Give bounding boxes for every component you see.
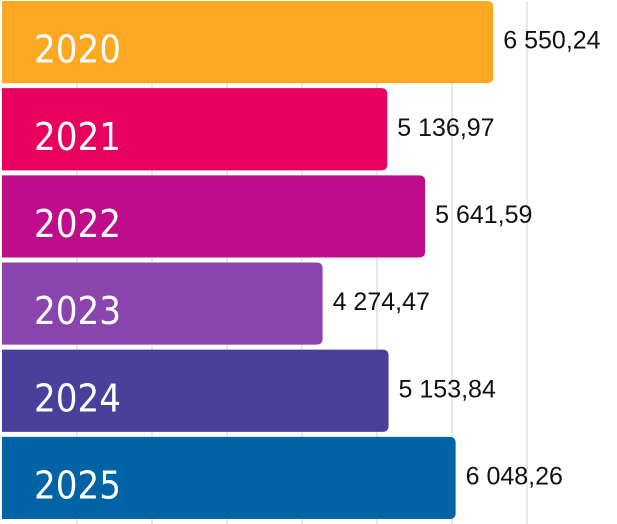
category-label: 2022 [34,202,121,246]
value-label: 4 274,47 [333,288,430,316]
value-label: 5 136,97 [397,114,494,142]
category-label: 2020 [34,28,121,72]
bar [2,436,456,519]
bar [2,175,426,258]
value-label: 5 153,84 [399,375,496,403]
value-label: 6 048,26 [466,463,563,491]
value-label: 6 550,24 [503,27,600,55]
bar [2,88,388,171]
category-label: 2024 [34,376,121,420]
bar [2,1,494,84]
category-label: 2023 [34,289,121,333]
bar [2,262,323,345]
category-label: 2021 [34,115,121,159]
value-label: 5 641,59 [435,201,532,229]
category-label: 2025 [34,463,121,507]
bar [2,349,389,432]
